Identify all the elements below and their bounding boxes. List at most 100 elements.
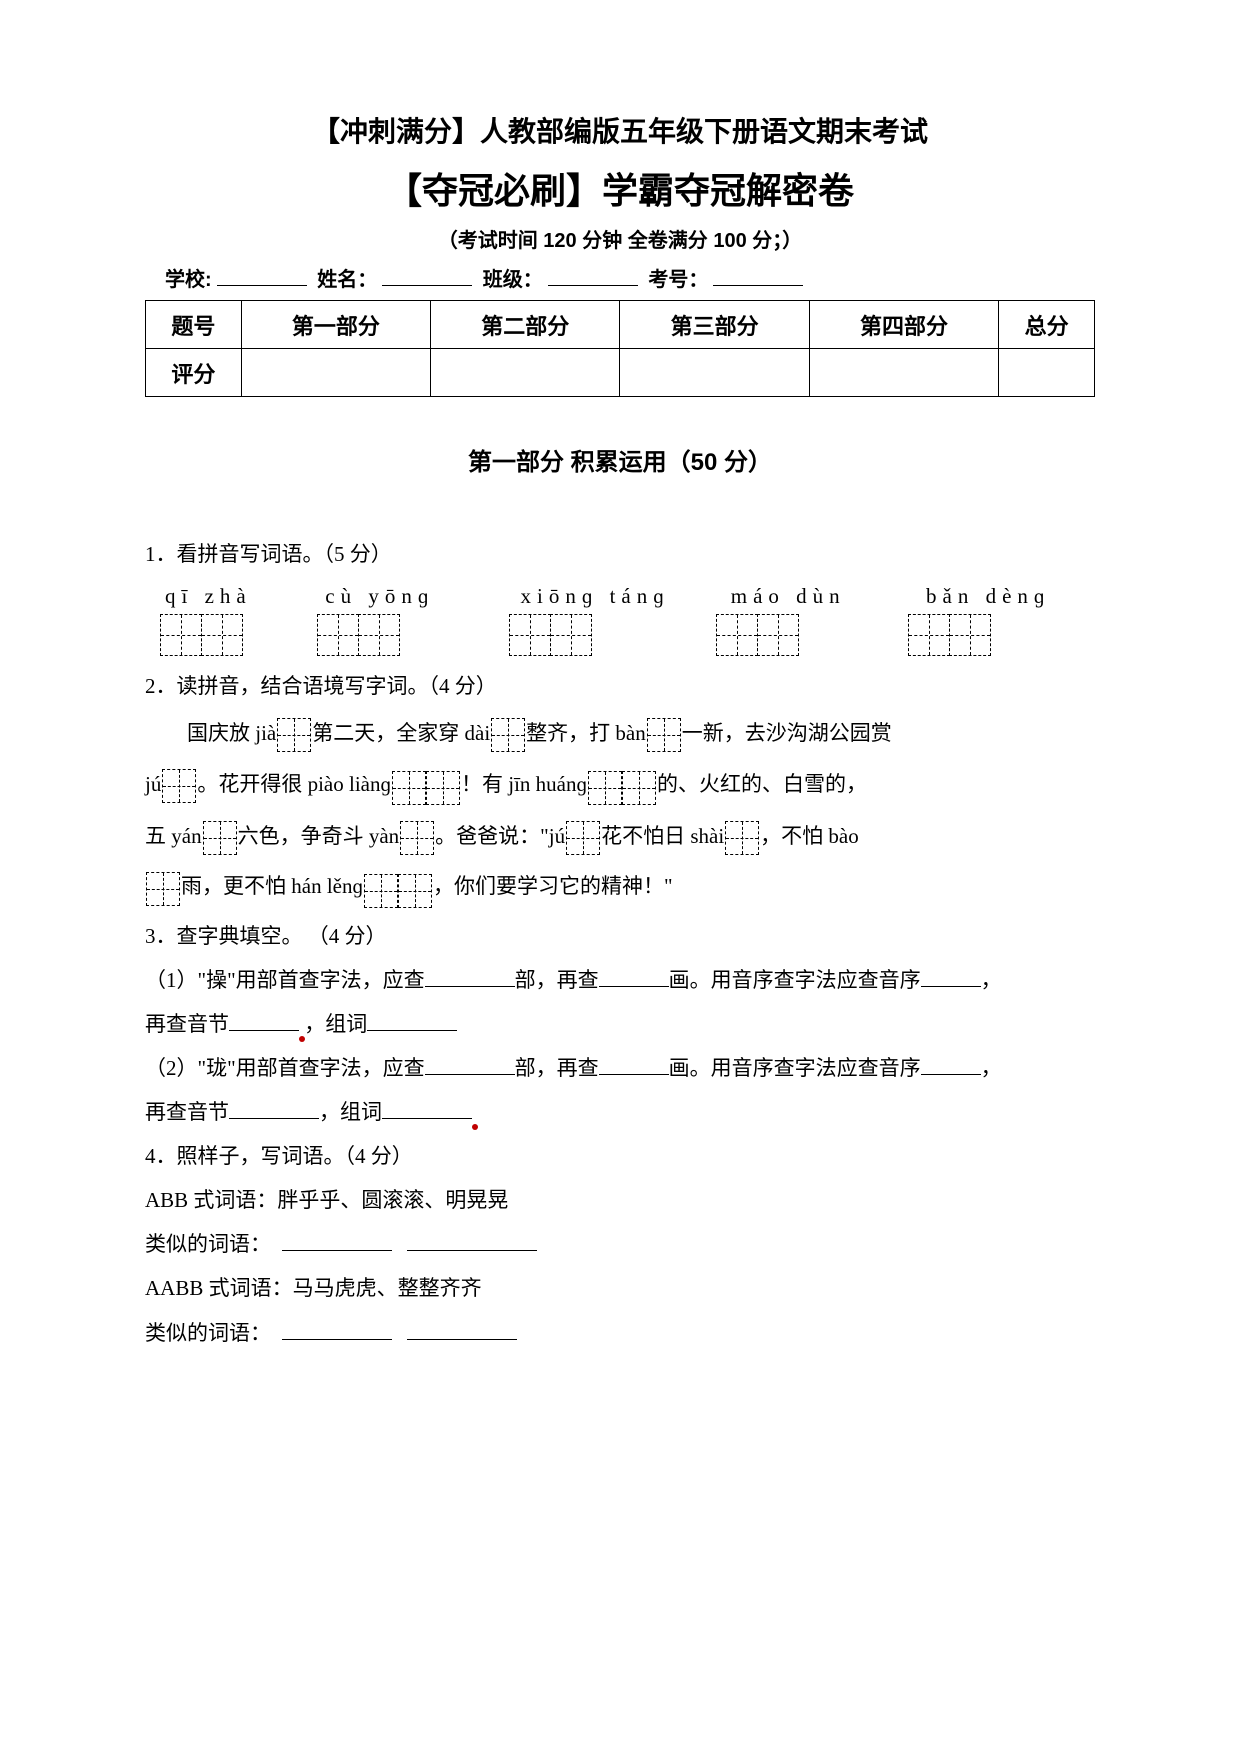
pinyin-item: bǎn dènɡ — [926, 584, 1050, 609]
col-header: 第三部分 — [620, 301, 809, 349]
q4-abb: ABB 式词语：胖乎乎、圆滚滚、明晃晃 — [145, 1178, 1095, 1222]
dot-mark — [472, 1100, 477, 1124]
q2-text: 花不怕日 shài — [601, 824, 724, 848]
score-cell[interactable] — [809, 349, 998, 397]
char-box[interactable] — [725, 821, 759, 855]
blank[interactable] — [407, 1339, 517, 1340]
q2-text: ！有 jīn huánɡ — [461, 772, 587, 796]
char-box-group[interactable] — [908, 614, 991, 656]
blank[interactable] — [599, 1074, 669, 1075]
score-cell[interactable] — [620, 349, 809, 397]
q2-text: 国庆放 jià — [187, 721, 276, 745]
student-info-row: 学校: 姓名： 班级： 考号： — [145, 263, 1095, 292]
blank[interactable] — [425, 986, 515, 987]
q1-label: 1．看拼音写词语。（5 分） — [145, 532, 1095, 576]
char-box-pair[interactable] — [391, 761, 461, 811]
char-box-group[interactable] — [160, 614, 243, 656]
examno-blank[interactable] — [713, 285, 803, 286]
q2-text: jú — [145, 772, 161, 796]
score-table: 题号 第一部分 第二部分 第三部分 第四部分 总分 评分 — [145, 300, 1095, 397]
q4-similar2: 类似的词语： — [145, 1311, 1095, 1355]
t: 再查音节 — [145, 1100, 229, 1124]
class-label: 班级： — [483, 269, 543, 291]
t: 类似的词语： — [145, 1232, 271, 1256]
t: 画。用音序查字法应查音序 — [669, 968, 921, 992]
blank[interactable] — [425, 1074, 515, 1075]
col-header: 题号 — [146, 301, 242, 349]
t: ，组词 — [304, 1012, 367, 1036]
blank[interactable] — [921, 986, 981, 987]
q2-text: 五 yán — [145, 824, 202, 848]
pinyin-item: xiōnɡ tánɡ — [521, 584, 726, 609]
t: 类似的词语： — [145, 1321, 271, 1345]
q2-text: ，不怕 bào — [760, 824, 859, 848]
blank[interactable] — [921, 1074, 981, 1075]
char-box-group[interactable] — [509, 614, 592, 656]
q2-text: 的、火红的、白雪的， — [657, 772, 867, 796]
char-box[interactable] — [491, 718, 525, 752]
char-box[interactable] — [400, 821, 434, 855]
char-box-group[interactable] — [716, 614, 799, 656]
blank[interactable] — [382, 1118, 472, 1119]
blank[interactable] — [407, 1250, 537, 1251]
blank[interactable] — [229, 1118, 319, 1119]
blank[interactable] — [282, 1250, 392, 1251]
pinyin-item: qī zhà — [165, 584, 320, 609]
q2-text: 雨，更不怕 hán lěnɡ — [181, 874, 363, 898]
school-label: 学校: — [165, 269, 212, 291]
q1-pinyin-row: qī zhà cù yōnɡ xiōnɡ tánɡ máo dùn bǎn dè… — [145, 584, 1095, 609]
char-box[interactable] — [146, 872, 180, 906]
q1-boxes-row — [145, 614, 1095, 656]
char-box[interactable] — [162, 769, 196, 803]
t: ， — [981, 968, 1002, 992]
col-header: 第一部分 — [241, 301, 430, 349]
score-cell[interactable] — [241, 349, 430, 397]
blank[interactable] — [282, 1339, 392, 1340]
col-header: 第二部分 — [431, 301, 620, 349]
t: ，组词 — [319, 1100, 382, 1124]
table-score-row: 评分 — [146, 349, 1095, 397]
subtitle: 【夺冠必刷】学霸夺冠解密卷 — [145, 162, 1095, 214]
t: （1）"操"用部首查字法，应查 — [145, 968, 425, 992]
char-box-pair[interactable] — [363, 863, 433, 913]
t: 画。用音序查字法应查音序 — [669, 1056, 921, 1080]
blank[interactable] — [599, 986, 669, 987]
q3-label: 3．查字典填空。 （4 分） — [145, 914, 1095, 958]
col-header: 总分 — [999, 301, 1095, 349]
exam-info: （考试时间 120 分钟 全卷满分 100 分；） — [145, 224, 1095, 253]
t: 部，再查 — [515, 968, 599, 992]
q2-text: ，你们要学习它的精神！" — [433, 874, 673, 898]
section-1-title: 第一部分 积累运用（50 分） — [145, 442, 1095, 477]
school-blank[interactable] — [217, 285, 307, 286]
score-cell[interactable] — [999, 349, 1095, 397]
q2-text: 第二天，全家穿 dài — [312, 721, 490, 745]
q2-text: 六色，争奇斗 yàn — [238, 824, 400, 848]
q2-text: 。花开得很 piào liànɡ — [197, 772, 391, 796]
name-blank[interactable] — [382, 285, 472, 286]
table-header-row: 题号 第一部分 第二部分 第三部分 第四部分 总分 — [146, 301, 1095, 349]
t: 再查音节 — [145, 1012, 229, 1036]
q2-text: 。爸爸说："jú — [435, 824, 565, 848]
blank[interactable] — [367, 1030, 457, 1031]
char-box-pair[interactable] — [587, 761, 657, 811]
q3-line3: （2）"珑"用部首查字法，应查部，再查画。用音序查字法应查音序， — [145, 1046, 1095, 1090]
blank[interactable] — [229, 1030, 299, 1031]
char-box[interactable] — [647, 718, 681, 752]
char-box[interactable] — [203, 821, 237, 855]
char-box[interactable] — [566, 821, 600, 855]
q2-label: 2．读拼音，结合语境写字词。（4 分） — [145, 664, 1095, 708]
score-cell[interactable] — [431, 349, 620, 397]
q3-line1: （1）"操"用部首查字法，应查 部，再查 画。用音序查字法应查音序 ， — [145, 958, 1095, 1002]
q2-text: 整齐，打 bàn — [526, 721, 646, 745]
examno-label: 考号： — [648, 269, 708, 291]
pinyin-item: máo dùn — [731, 584, 921, 609]
q2-paragraph: 国庆放 jià 第二天，全家穿 dài 整齐，打 bàn 一新，去沙沟湖公园赏 jú 。… — [145, 708, 1095, 914]
class-blank[interactable] — [548, 285, 638, 286]
q3-line2: 再查音节 ，组词 — [145, 1002, 1095, 1046]
char-box[interactable] — [277, 718, 311, 752]
t: 部，再查 — [515, 1056, 599, 1080]
char-box-group[interactable] — [317, 614, 400, 656]
q2-text: 一新，去沙沟湖公园赏 — [682, 721, 892, 745]
q4-similar1: 类似的词语： — [145, 1222, 1095, 1266]
col-header: 第四部分 — [809, 301, 998, 349]
